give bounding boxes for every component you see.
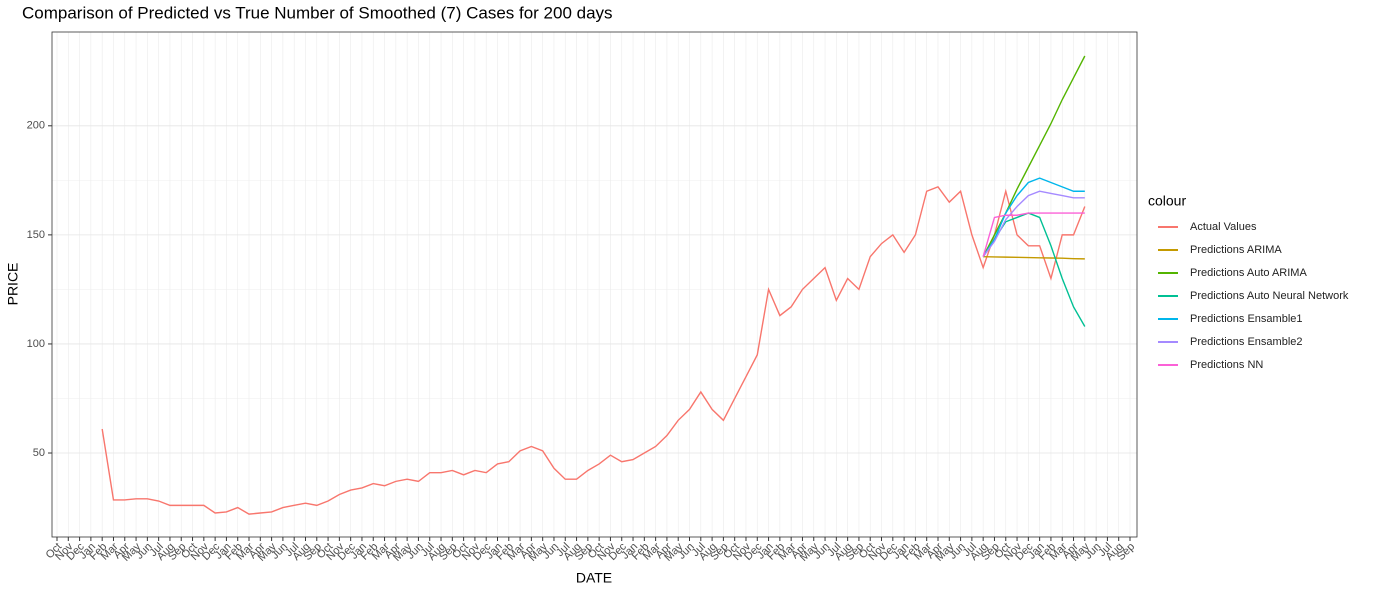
legend-label: Predictions Auto ARIMA [1190,267,1307,279]
plot-panel [52,32,1137,537]
legend-label: Predictions NN [1190,359,1263,371]
x-axis-label: DATE [576,570,612,586]
series-line [982,55,1086,258]
legend-label: Actual Values [1190,221,1257,233]
plot-border [51,31,1138,538]
legend-label: Predictions Auto Neural Network [1190,290,1349,302]
legend-label: Predictions Ensamble2 [1190,336,1303,348]
series-line [982,177,1085,258]
y-tick-label: 100 [27,338,45,350]
series-line [982,190,1085,258]
y-tick-label: 150 [27,229,45,241]
y-tick-label: 50 [33,447,45,459]
series-line [101,186,1086,515]
series-line [982,212,1085,257]
y-tick-label: 200 [27,120,45,132]
legend-title: colour [1148,193,1186,209]
legend-label: Predictions Ensamble1 [1190,313,1303,325]
legend-label: Predictions ARIMA [1190,244,1282,256]
y-axis-label: PRICE [5,263,21,306]
chart-title: Comparison of Predicted vs True Number o… [22,3,613,22]
series-line [983,255,1085,260]
